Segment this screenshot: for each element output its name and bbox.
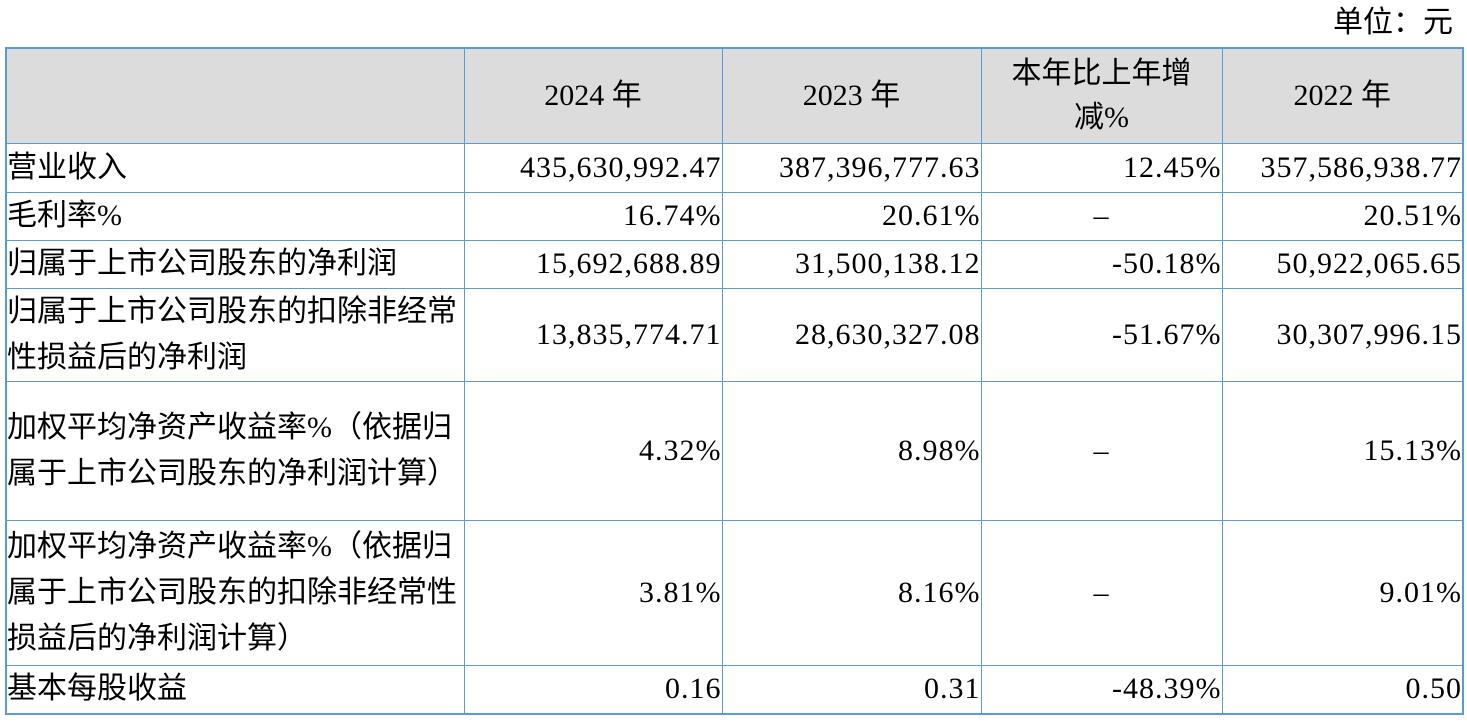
value-2023: 387,396,777.63 — [721, 142, 982, 193]
value-yoy: -50.18% — [980, 239, 1223, 289]
value-2022: 0.50 — [1221, 664, 1464, 715]
value-2022: 15.13% — [1221, 380, 1464, 521]
row-label: 加权平均净资产收益率%（依据归属于上市公司股东的扣除非经常性损益后的净利润计算） — [5, 519, 465, 666]
header-2024: 2024 年 — [463, 47, 723, 144]
table-row-weighted-avg-roe-excl-nonrecurring: 加权平均净资产收益率%（依据归属于上市公司股东的扣除非经常性损益后的净利润计算）… — [5, 519, 1464, 666]
value-2022: 20.51% — [1221, 191, 1464, 241]
value-yoy: 12.45% — [980, 142, 1223, 193]
header-metric — [5, 47, 465, 144]
value-2024: 0.16 — [463, 664, 723, 715]
header-2022: 2022 年 — [1221, 47, 1464, 144]
value-2024: 16.74% — [463, 191, 723, 241]
table-row-gross-margin: 毛利率% 16.74% 20.61% – 20.51% — [5, 191, 1464, 241]
value-2024: 4.32% — [463, 380, 723, 521]
unit-label: 单位：元 — [1333, 6, 1453, 39]
value-2023: 8.98% — [721, 380, 982, 521]
value-2024: 15,692,688.89 — [463, 239, 723, 289]
value-2023: 8.16% — [721, 519, 982, 666]
value-2024: 13,835,774.71 — [463, 287, 723, 382]
row-label: 归属于上市公司股东的扣除非经常性损益后的净利润 — [5, 287, 465, 382]
table-row-operating-revenue: 营业收入 435,630,992.47 387,396,777.63 12.45… — [5, 142, 1464, 193]
value-2023: 31,500,138.12 — [721, 239, 982, 289]
value-yoy: – — [980, 380, 1223, 521]
value-2023: 0.31 — [721, 664, 982, 715]
value-2023: 28,630,327.08 — [721, 287, 982, 382]
value-2023: 20.61% — [721, 191, 982, 241]
table-row-net-profit-excl-nonrecurring: 归属于上市公司股东的扣除非经常性损益后的净利润 13,835,774.71 28… — [5, 287, 1464, 382]
value-2024: 435,630,992.47 — [463, 142, 723, 193]
table-row-basic-eps: 基本每股收益 0.16 0.31 -48.39% 0.50 — [5, 664, 1464, 715]
row-label: 归属于上市公司股东的净利润 — [5, 239, 465, 289]
row-label: 营业收入 — [5, 142, 465, 193]
header-2023: 2023 年 — [721, 47, 982, 144]
value-2022: 357,586,938.77 — [1221, 142, 1464, 193]
financial-summary-table: 2024 年 2023 年 本年比上年增 减% 2022 年 营业收入 435,… — [5, 47, 1464, 715]
value-yoy: -48.39% — [980, 664, 1223, 715]
row-label: 加权平均净资产收益率%（依据归属于上市公司股东的净利润计算） — [5, 380, 465, 521]
row-label: 毛利率% — [5, 191, 465, 241]
value-yoy: – — [980, 519, 1223, 666]
value-2022: 9.01% — [1221, 519, 1464, 666]
value-yoy: – — [980, 191, 1223, 241]
header-yoy-change: 本年比上年增 减% — [980, 47, 1223, 144]
row-label: 基本每股收益 — [5, 664, 465, 715]
value-yoy: -51.67% — [980, 287, 1223, 382]
table-row-net-profit: 归属于上市公司股东的净利润 15,692,688.89 31,500,138.1… — [5, 239, 1464, 289]
value-2022: 50,922,065.65 — [1221, 239, 1464, 289]
value-2022: 30,307,996.15 — [1221, 287, 1464, 382]
value-2024: 3.81% — [463, 519, 723, 666]
table-header-row: 2024 年 2023 年 本年比上年增 减% 2022 年 — [5, 47, 1464, 144]
table-row-weighted-avg-roe: 加权平均净资产收益率%（依据归属于上市公司股东的净利润计算） 4.32% 8.9… — [5, 380, 1464, 521]
